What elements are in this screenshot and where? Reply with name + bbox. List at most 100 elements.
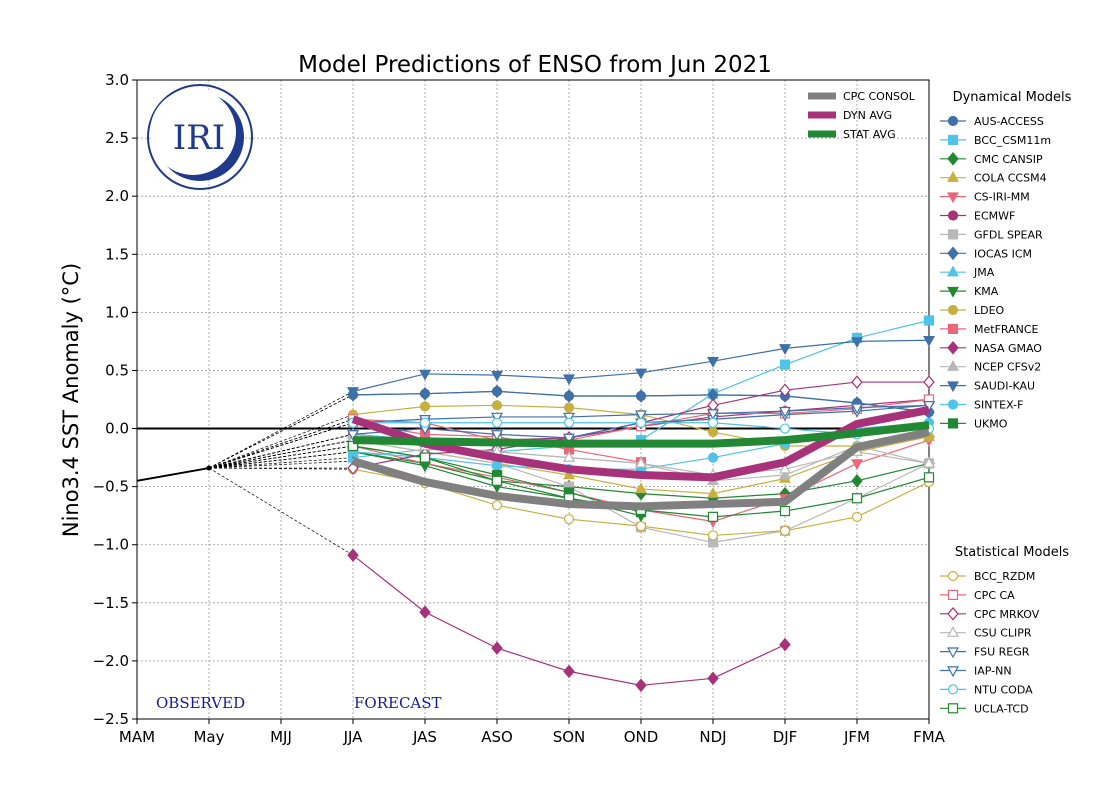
point-bcc-rzdm bbox=[635, 521, 647, 532]
y-tick-label: −2.5 bbox=[93, 710, 129, 728]
legend-label-ecmwf: ECMWF bbox=[974, 210, 1015, 223]
legend-marker-aus-access bbox=[947, 115, 959, 127]
legend-marker-bcc-rzdm bbox=[947, 570, 959, 582]
connector-ucla-tcd bbox=[208, 445, 354, 469]
legend-label-sintex-f: SINTEX-F bbox=[974, 399, 1023, 412]
legend-label-iocas-icm: IOCAS ICM bbox=[974, 247, 1032, 260]
legend-label-csu-clipr: CSU CLIPR bbox=[974, 627, 1032, 640]
point-ntu-coda bbox=[707, 417, 719, 428]
point-cs-iri-mm bbox=[851, 459, 863, 471]
point-ldeo bbox=[563, 402, 575, 413]
legend-label-ldeo: LDEO bbox=[974, 304, 1005, 317]
legend-marker-cmc-cansip bbox=[947, 152, 959, 166]
y-axis-label: Nino3.4 SST Anomaly (°C) bbox=[59, 263, 83, 537]
point-nasa-gmao bbox=[707, 671, 719, 686]
legend-label-bcc-csm11m: BCC_CSM11m bbox=[974, 134, 1051, 147]
avg-line-stat-avg bbox=[352, 421, 930, 448]
point-cpc-mrkov bbox=[779, 383, 791, 397]
legend-marker-bcc-csm11m bbox=[947, 134, 959, 145]
x-tick-label: ASO bbox=[481, 728, 513, 746]
tick-labels: −2.5 −2.0 −1.5 −1.0 −0.5 0.0 0.5 1.0 1.5 2.0 2.5 3.… bbox=[93, 71, 946, 746]
forecast-label: FORECAST bbox=[354, 694, 442, 712]
series-nasa-gmao bbox=[347, 548, 791, 693]
connector-dyn-avg bbox=[208, 418, 354, 469]
point-nasa-gmao bbox=[635, 678, 647, 693]
point-iap-nn bbox=[851, 403, 863, 415]
connector-saudi-kau bbox=[208, 391, 354, 469]
legend-marker-cpc-ca bbox=[947, 589, 959, 601]
point-ucla-tcd bbox=[779, 505, 791, 517]
legend-marker-jma bbox=[947, 265, 959, 277]
point-iocas-icm bbox=[563, 389, 575, 403]
connector-stat-avg bbox=[208, 439, 354, 469]
point-cpc-mrkov bbox=[923, 375, 935, 389]
connector-ntu-coda bbox=[208, 422, 354, 469]
point-nasa-gmao bbox=[419, 605, 431, 619]
legend-marker-ncep-cfsv2 bbox=[947, 360, 959, 371]
point-bcc-csm11m bbox=[923, 315, 935, 326]
x-tick-label: MJJ bbox=[270, 728, 292, 746]
legend-label-jma: JMA bbox=[973, 266, 995, 279]
y-tick-label: −1.5 bbox=[93, 594, 129, 612]
legend-marker-kma bbox=[947, 286, 959, 298]
connector-nasa-gmao bbox=[208, 467, 354, 556]
y-tick-label: 0.5 bbox=[105, 361, 129, 379]
legend-label-dyn-avg: DYN AVG bbox=[843, 109, 892, 122]
legend-label-nasa-gmao: NASA GMAO bbox=[974, 342, 1042, 355]
point-saudi-kau bbox=[635, 368, 647, 380]
point-csu-clipr bbox=[923, 456, 935, 468]
legend-marker-gfdl-spear bbox=[947, 229, 959, 240]
legend-marker-iap-nn bbox=[947, 666, 959, 678]
y-tick-label: 0.0 bbox=[105, 420, 129, 438]
legend-label-cola-ccsm4: COLA CCSM4 bbox=[974, 172, 1047, 185]
series-ntu-coda bbox=[347, 417, 935, 440]
point-ntu-coda bbox=[779, 423, 791, 434]
point-cola-ccsm4 bbox=[635, 482, 647, 494]
y-tick-label: 1.5 bbox=[105, 245, 129, 263]
legend-label-iap-nn: IAP-NN bbox=[974, 665, 1012, 678]
x-tick-label: May bbox=[193, 728, 224, 746]
point-ntu-coda bbox=[419, 417, 431, 428]
legend-marker-cpc-mrkov bbox=[947, 607, 959, 621]
connector-iocas-icm bbox=[208, 394, 354, 469]
point-bcc-rzdm bbox=[491, 500, 503, 511]
point-bcc-rzdm bbox=[851, 511, 863, 522]
point-saudi-kau bbox=[347, 387, 359, 399]
legend-marker-sintex-f bbox=[947, 399, 959, 410]
point-bcc-rzdm bbox=[707, 530, 719, 541]
point-ldeo bbox=[491, 400, 503, 411]
x-tick-label: JFM bbox=[843, 728, 870, 746]
legend-label-cpc-mrkov: CPC MRKOV bbox=[974, 608, 1040, 621]
y-tick-label: −2.0 bbox=[93, 652, 129, 670]
legend-label-cpc-consol: CPC CONSOL bbox=[843, 90, 916, 103]
point-saudi-kau bbox=[563, 374, 575, 386]
point-iap-nn bbox=[707, 409, 719, 421]
point-iocas-icm bbox=[419, 386, 431, 401]
legend-header-dynamical: Dynamical Models bbox=[953, 90, 1072, 105]
point-bcc-rzdm bbox=[563, 514, 575, 525]
y-tick-label: 3.0 bbox=[105, 71, 129, 89]
point-ntu-coda bbox=[491, 417, 503, 428]
legend-marker-saudi-kau bbox=[947, 381, 959, 393]
y-tick-label: 1.0 bbox=[105, 303, 129, 321]
legend-marker-nasa-gmao bbox=[947, 341, 959, 355]
point-saudi-kau bbox=[707, 356, 719, 368]
x-tick-label: JAS bbox=[412, 728, 437, 746]
point-ldeo bbox=[419, 401, 431, 412]
logo-text: IRI bbox=[173, 118, 225, 158]
point-saudi-kau bbox=[851, 337, 863, 349]
legend-label-ucla-tcd: UCLA-TCD bbox=[974, 702, 1029, 715]
x-tick-label: DJF bbox=[773, 728, 798, 746]
legend-marker-ucla-tcd bbox=[947, 703, 959, 714]
point-iocas-icm bbox=[491, 384, 503, 399]
chart-title: Model Predictions of ENSO from Jun 2021 bbox=[298, 52, 772, 78]
point-saudi-kau bbox=[923, 336, 935, 347]
legend-label-saudi-kau: SAUDI-KAU bbox=[974, 380, 1035, 393]
legend-marker-ldeo bbox=[947, 304, 959, 316]
legend-label-cmc-cansip: CMC CANSIP bbox=[974, 153, 1043, 166]
point-nasa-gmao bbox=[347, 548, 359, 562]
x-tick-label: MAM bbox=[119, 728, 155, 746]
legend-label-ntu-coda: NTU CODA bbox=[974, 683, 1033, 696]
x-tick-label: SON bbox=[553, 728, 586, 746]
